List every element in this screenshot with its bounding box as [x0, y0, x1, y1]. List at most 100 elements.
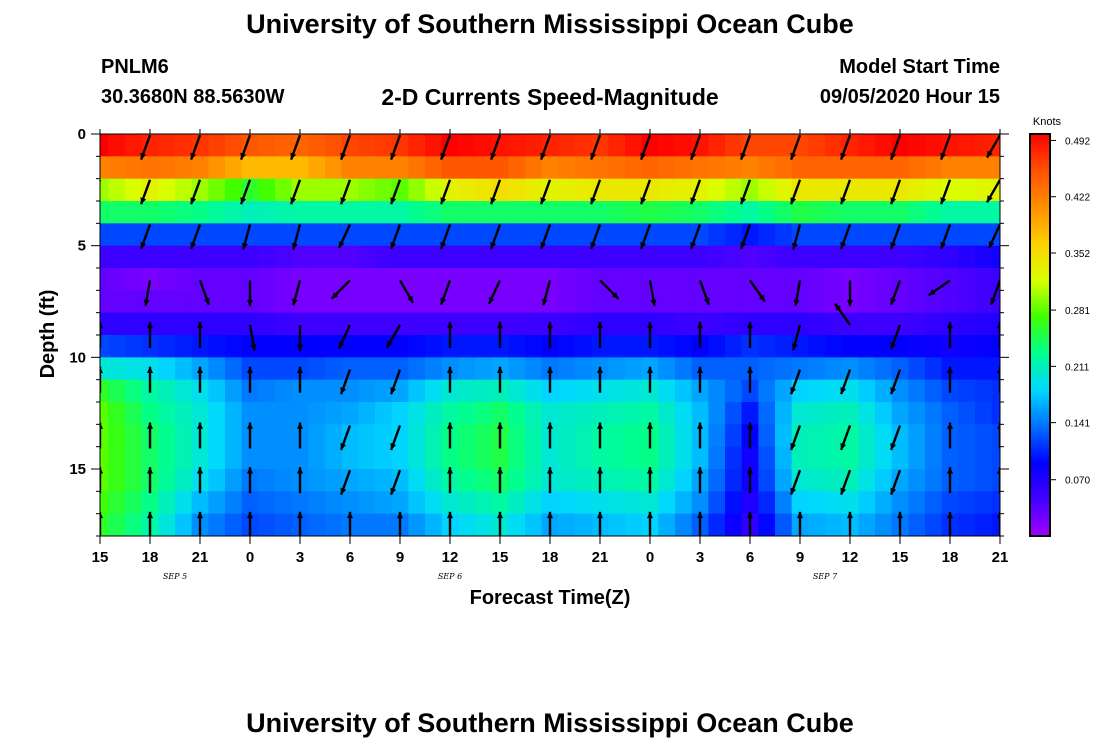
current-arrowhead [346, 511, 354, 519]
heatmap-cell [275, 134, 293, 157]
heatmap-cell [475, 223, 493, 247]
heatmap-cell [75, 290, 92, 313]
heatmap-cell [358, 312, 376, 336]
heatmap-cell [741, 178, 759, 202]
heatmap-cell [608, 223, 626, 247]
heatmap-cell [708, 290, 726, 314]
heatmap-cell [358, 245, 376, 269]
heatmap-cell [325, 335, 343, 358]
current-arrowhead [390, 197, 397, 205]
heatmap-cell [358, 178, 376, 202]
current-arrowhead [946, 511, 954, 519]
current-arrowhead [840, 241, 847, 249]
current-arrowhead [791, 242, 798, 250]
heatmap-cell [475, 245, 493, 269]
current-arrowhead [650, 299, 657, 306]
heatmap-cell [858, 290, 876, 314]
heatmap-cell [808, 268, 826, 291]
day-label: SEP 6 [438, 572, 462, 581]
current-arrowhead [446, 322, 454, 329]
heatmap-cell [508, 379, 526, 403]
heatmap-cell [991, 290, 1000, 314]
heatmap-cell [708, 379, 726, 403]
heatmap-cell [658, 402, 676, 425]
heatmap-cell [958, 469, 976, 492]
heatmap-cell [891, 402, 909, 425]
heatmap-cell [625, 513, 643, 536]
heatmap-cell [308, 469, 326, 492]
heatmap-cell [791, 245, 809, 269]
heatmap-cell [558, 335, 576, 358]
y-axis: 0 5 10 15 [69, 126, 1009, 537]
heatmap-cell [508, 245, 526, 269]
heatmap-cell [475, 178, 493, 202]
heatmap-cell [825, 134, 843, 157]
page-title: University of Southern Mississippi Ocean… [246, 9, 854, 39]
heatmap-cell [408, 446, 426, 470]
heatmap-cell [691, 156, 709, 180]
heatmap-cell [891, 290, 909, 314]
heatmap-cell [658, 312, 676, 336]
heatmap-cell [408, 268, 426, 291]
heatmap-cell [308, 446, 326, 470]
heatmap-cell [308, 178, 326, 202]
heatmap-cell [441, 201, 459, 224]
heatmap-cell [275, 357, 293, 381]
heatmap-cell [341, 469, 359, 492]
heatmap-cell [625, 357, 643, 381]
heatmap-cell [908, 245, 926, 269]
heatmap-cell [575, 178, 593, 202]
heatmap-cell [925, 469, 943, 492]
heatmap-cell [100, 245, 109, 269]
heatmap-cell [175, 357, 193, 381]
current-arrowhead [690, 197, 697, 205]
current-arrowhead [340, 387, 347, 395]
current-arrowhead [690, 152, 697, 160]
heatmap-cell [741, 201, 759, 224]
heatmap-cell [975, 312, 993, 336]
heatmap-cell [908, 134, 926, 157]
current-arrowhead [746, 322, 754, 329]
heatmap-cell [325, 290, 343, 314]
heatmap-cell [425, 513, 443, 536]
heatmap-cell [541, 178, 559, 202]
heatmap-cell [258, 178, 276, 202]
heatmap-cell [525, 156, 543, 180]
current-arrowhead [596, 511, 604, 519]
heatmap-cell [141, 201, 159, 224]
heatmap-cell [891, 312, 909, 336]
heatmap-cell [558, 491, 576, 515]
heatmap-cell [308, 268, 326, 291]
heatmap-cell [658, 357, 676, 381]
current-arrowhead [541, 298, 548, 306]
heatmap-cell [100, 290, 109, 314]
heatmap-cell [858, 245, 876, 269]
current-arrowhead [496, 366, 504, 373]
heatmap-cell [925, 312, 943, 336]
current-arrowhead [840, 152, 847, 160]
heatmap-cell [875, 290, 893, 314]
heatmap-cell [208, 223, 226, 247]
heatmap-cell [325, 379, 343, 403]
heatmap-cell [458, 357, 476, 381]
heatmap-cell [258, 223, 276, 247]
heatmap-cell [341, 357, 359, 381]
heatmap-cell [375, 424, 393, 448]
heatmap-cell [591, 446, 609, 470]
colorbar-tick-label: 0.281 [1065, 306, 1090, 317]
heatmap-cell [125, 178, 143, 202]
heatmap-cell [741, 223, 759, 247]
x-tick-label: 21 [992, 549, 1009, 566]
heatmap-cell [675, 491, 693, 515]
heatmap-cell [141, 268, 159, 291]
heatmap-cell [891, 491, 909, 515]
heatmap-cell [158, 223, 176, 247]
heatmap-cell [808, 290, 826, 314]
heatmap-cell [100, 134, 109, 157]
heatmap-cell [341, 491, 359, 515]
heatmap-cell [675, 268, 693, 291]
heatmap-cell [675, 201, 693, 224]
heatmap-cell [925, 402, 943, 425]
heatmap-cell [175, 201, 193, 224]
heatmap-cell [708, 156, 726, 180]
